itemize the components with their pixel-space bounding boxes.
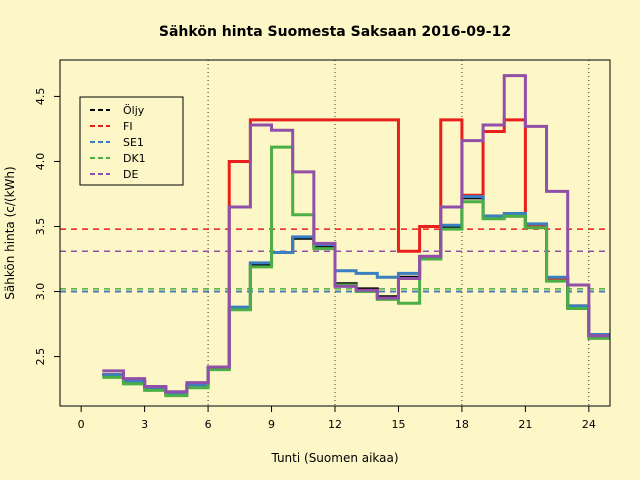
x-tick-label: 24: [582, 418, 596, 431]
y-tick-label: 3.5: [34, 218, 47, 236]
y-tick-label: 3.0: [34, 283, 47, 301]
vertical-gridlines: [207, 60, 590, 406]
y-tick-label: 2.5: [34, 348, 47, 366]
x-tick-label: 9: [268, 418, 275, 431]
x-tick-label: 6: [205, 418, 212, 431]
x-axis: 0 3 6 9 12 15 18 21 24: [78, 405, 596, 431]
chart-title: Sähkön hinta Suomesta Saksaan 2016-09-12: [159, 24, 511, 40]
legend-label: DK1: [123, 152, 146, 165]
y-axis: 2.5 3.0 3.5 4.0 4.5: [34, 88, 61, 366]
legend-box: [79, 96, 184, 186]
series-line-4: [102, 74, 610, 394]
x-tick-label: 12: [328, 418, 342, 431]
x-tick-label: 18: [455, 418, 469, 431]
x-tick-label: 21: [518, 418, 532, 431]
x-axis-label: Tunti (Suomen aikaa): [270, 451, 398, 465]
x-tick-label: 3: [141, 418, 148, 431]
x-tick-label: 0: [78, 418, 85, 431]
legend: Öljy FI SE1 DK1 DE: [79, 96, 184, 186]
y-tick-label: 4.0: [34, 153, 47, 171]
x-tick-label: 15: [391, 418, 405, 431]
legend-label: DE: [123, 168, 138, 181]
y-tick-label: 4.5: [34, 88, 47, 106]
legend-label: FI: [123, 120, 133, 133]
legend-label: SE1: [123, 136, 144, 149]
series-lines: [102, 74, 610, 398]
legend-label: Öljy: [123, 104, 145, 117]
y-axis-label: Sähkön hinta (c/(kWh): [3, 166, 17, 299]
